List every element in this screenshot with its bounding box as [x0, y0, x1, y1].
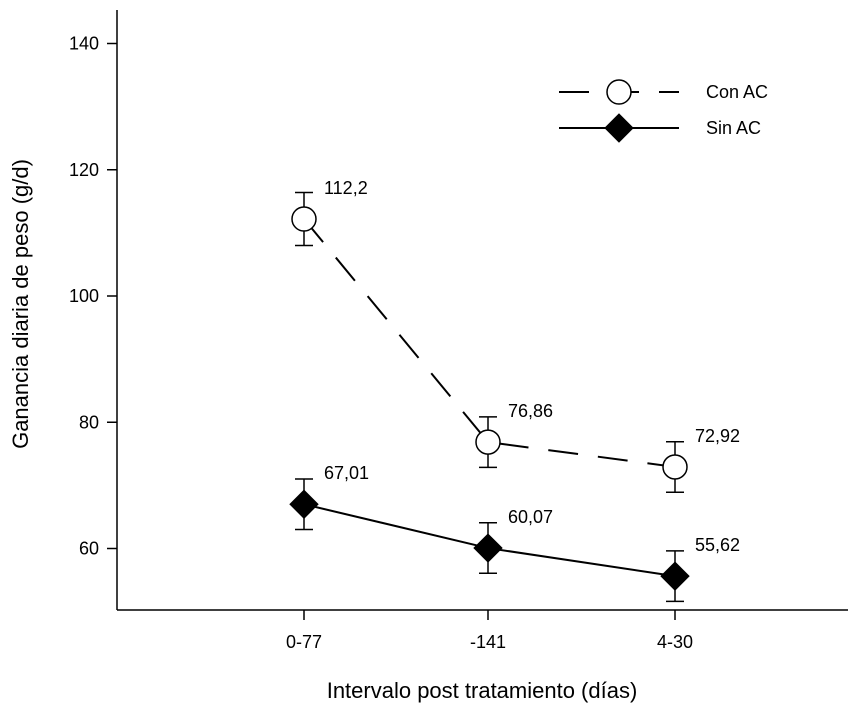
x-ticks: 0-77 -141 4-30 [286, 610, 693, 652]
data-point-sin-ac [289, 489, 319, 519]
x-tick-label: -141 [470, 632, 506, 652]
legend-marker-con-ac [606, 79, 632, 105]
axes [116, 10, 848, 611]
y-tick-label: 80 [79, 412, 99, 432]
series-sin-ac: 67,01 60,07 55,62 [289, 463, 740, 603]
data-label-sin-ac: 67,01 [324, 463, 369, 483]
y-tick-label: 140 [69, 34, 99, 54]
y-tick-label: 60 [79, 539, 99, 559]
series-line-con-ac [303, 218, 676, 468]
x-tick-label: 0-77 [286, 632, 322, 652]
x-axis-title: Intervalo post tratamiento (días) [327, 678, 638, 703]
x-tick-label: 4-30 [657, 632, 693, 652]
data-label-con-ac: 112,2 [324, 178, 368, 198]
data-point-con-ac [662, 454, 688, 480]
legend-label-con-ac: Con AC [706, 82, 768, 102]
data-label-con-ac: 76,86 [508, 401, 553, 421]
y-tick-label: 100 [69, 286, 99, 306]
data-point-con-ac [475, 429, 501, 455]
data-point-sin-ac [660, 561, 690, 591]
data-point-con-ac [291, 206, 317, 232]
series-con-ac: 112,2 76,86 72,92 [291, 178, 740, 493]
y-axis-title: Ganancia diaria de peso (g/d) [8, 159, 33, 449]
y-tick-label: 120 [69, 160, 99, 180]
data-label-sin-ac: 60,07 [508, 507, 553, 527]
series-layer: 112,2 76,86 72,92 67,01 60,07 55,62 [289, 178, 740, 603]
y-ticks: 60 80 100 120 140 [69, 34, 117, 559]
legend: Con AC Sin AC [559, 79, 768, 143]
legend-label-sin-ac: Sin AC [706, 118, 761, 138]
data-point-sin-ac [473, 533, 503, 563]
data-label-sin-ac: 55,62 [695, 535, 740, 555]
legend-marker-sin-ac [604, 113, 634, 143]
data-label-con-ac: 72,92 [695, 426, 740, 446]
